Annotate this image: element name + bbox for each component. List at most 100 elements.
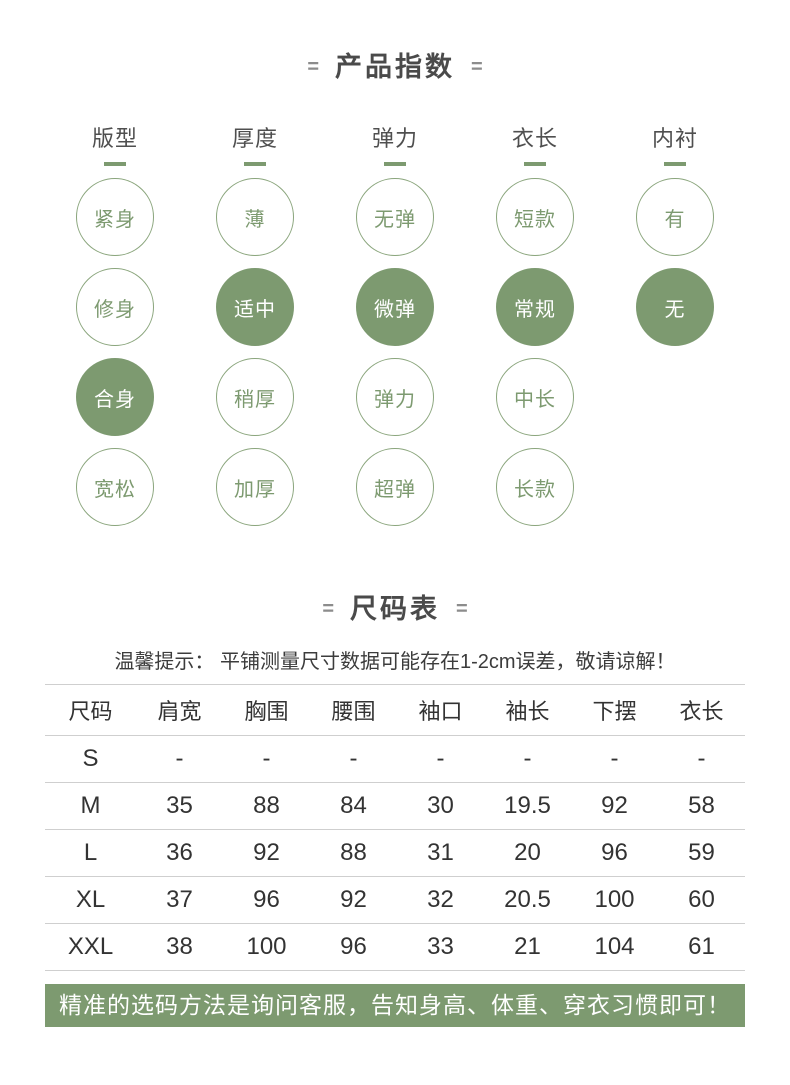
measurement-cell: 92	[223, 829, 310, 877]
option-circle: 超弹	[356, 448, 434, 526]
measurement-cell: 60	[658, 876, 745, 924]
option-circle: 弹力	[356, 358, 434, 436]
measurement-cell: 33	[397, 923, 484, 971]
option-circle: 紧身	[76, 178, 154, 256]
header-underline	[104, 162, 126, 166]
option-circle: 加厚	[216, 448, 294, 526]
measurement-cell: 19.5	[484, 782, 571, 830]
measurement-cell: -	[397, 735, 484, 783]
size-table: 尺码 肩宽 胸围 腰围 袖口 袖长 下摆 衣长 S - - - - - - - M 35 88 84 30 19.5 92…	[45, 684, 745, 971]
size-table-column-header: 袖口	[397, 684, 484, 736]
measurement-cell: 58	[658, 782, 745, 830]
option-circle: 宽松	[76, 448, 154, 526]
measurement-cell: 32	[397, 876, 484, 924]
size-table-row: XXL 38 100 96 33 21 104 61	[45, 923, 745, 971]
measurement-cell: -	[310, 735, 397, 783]
size-table-column-header: 衣长	[658, 684, 745, 736]
option-circle: 薄	[216, 178, 294, 256]
measurement-cell: 37	[136, 876, 223, 924]
measurement-cell: 88	[310, 829, 397, 877]
title-decor-left: =	[307, 56, 319, 78]
measurement-cell: 20.5	[484, 876, 571, 924]
size-label-cell: L	[45, 829, 136, 877]
size-label-cell: M	[45, 782, 136, 830]
option-circle: 长款	[496, 448, 574, 526]
size-label-cell: XXL	[45, 923, 136, 971]
measurement-cell: -	[136, 735, 223, 783]
product-index-grid: 版型 紧身 修身 合身 宽松 厚度薄适中 稍厚 加厚 弹力 无弹 微弹 弹力 超弹 衣长 短款 常规 中长 长款内…	[0, 124, 790, 526]
size-chart-note: 温馨提示： 平铺测量尺寸数据可能存在1-2cm误差，敬请谅解！	[114, 651, 676, 673]
title-decor-right: =	[456, 598, 468, 620]
header-underline	[384, 162, 406, 166]
measurement-cell: 92	[571, 782, 658, 830]
measurement-cell: 36	[136, 829, 223, 877]
size-table-column-header: 肩宽	[136, 684, 223, 736]
measurement-cell: 104	[571, 923, 658, 971]
size-table-row: M 35 88 84 30 19.5 92 58	[45, 782, 745, 830]
size-table-body: S - - - - - - - M 35 88 84 30 19.5 92 58 L 36 92 88 31 20 96 59…	[45, 735, 745, 971]
index-column-header: 厚度	[231, 126, 278, 151]
title-decor-left: =	[322, 598, 334, 620]
measurement-cell: 100	[571, 876, 658, 924]
option-circle: 稍厚	[216, 358, 294, 436]
option-circle-selected: 常规	[496, 268, 574, 346]
index-column-header: 弹力	[371, 126, 418, 151]
measurement-cell: 38	[136, 923, 223, 971]
index-column-header: 衣长	[511, 126, 558, 151]
option-circle: 有	[636, 178, 714, 256]
size-table-row: XL 37 96 92 32 20.5 100 60	[45, 876, 745, 924]
measurement-cell: 31	[397, 829, 484, 877]
measurement-cell: 92	[310, 876, 397, 924]
title-decor-right: =	[471, 56, 483, 78]
index-column: 内衬有无	[605, 124, 745, 526]
index-column: 弹力 无弹 微弹 弹力 超弹	[325, 124, 465, 526]
size-chart-title-text: 尺码表	[350, 594, 440, 624]
measurement-cell: -	[571, 735, 658, 783]
option-circle: 中长	[496, 358, 574, 436]
measurement-cell: 61	[658, 923, 745, 971]
size-table-column-header: 下摆	[571, 684, 658, 736]
measurement-cell: -	[658, 735, 745, 783]
size-table-column-header: 尺码	[45, 684, 136, 736]
option-circle: 修身	[76, 268, 154, 346]
measurement-cell: 88	[223, 782, 310, 830]
size-table-header-row: 尺码 肩宽 胸围 腰围 袖口 袖长 下摆 衣长	[45, 684, 745, 736]
size-table-column-header: 袖长	[484, 684, 571, 736]
size-table-row: L 36 92 88 31 20 96 59	[45, 829, 745, 877]
option-circle: 短款	[496, 178, 574, 256]
header-underline	[244, 162, 266, 166]
product-index-title-text: 产品指数	[335, 52, 455, 82]
size-label-cell: XL	[45, 876, 136, 924]
measurement-cell: 59	[658, 829, 745, 877]
measurement-cell: 21	[484, 923, 571, 971]
measurement-cell: 100	[223, 923, 310, 971]
index-column: 版型 紧身 修身 合身 宽松	[45, 124, 185, 526]
measurement-cell: 96	[571, 829, 658, 877]
header-underline	[664, 162, 686, 166]
measurement-cell: -	[484, 735, 571, 783]
measurement-cell: -	[223, 735, 310, 783]
size-chart-title: = 尺码表 =	[0, 592, 790, 626]
index-column: 厚度薄适中 稍厚 加厚	[185, 124, 325, 526]
option-circle: 无弹	[356, 178, 434, 256]
measurement-cell: 35	[136, 782, 223, 830]
measurement-cell: 30	[397, 782, 484, 830]
size-table-row: S-------	[45, 735, 745, 783]
option-circle-selected: 无	[636, 268, 714, 346]
index-column: 衣长短款常规中长长款	[465, 124, 605, 526]
measurement-cell: 96	[310, 923, 397, 971]
option-circle-selected: 适中	[216, 268, 294, 346]
measurement-cell: 84	[310, 782, 397, 830]
measurement-cell: 20	[484, 829, 571, 877]
size-label-cell: S	[45, 735, 136, 783]
size-table-column-header: 胸围	[223, 684, 310, 736]
size-table-head: 尺码 肩宽 胸围 腰围 袖口 袖长 下摆 衣长	[45, 684, 745, 736]
product-index-title: = 产品指数 =	[0, 0, 790, 84]
footer-banner: 精准的选码方法是询问客服，告知身高、体重、穿衣习惯即可！	[45, 984, 745, 1027]
option-circle-selected: 微弹	[356, 268, 434, 346]
index-column-header: 内衬	[651, 126, 698, 151]
size-table-column-header: 腰围	[310, 684, 397, 736]
measurement-cell: 96	[223, 876, 310, 924]
option-circle-selected: 合身	[76, 358, 154, 436]
